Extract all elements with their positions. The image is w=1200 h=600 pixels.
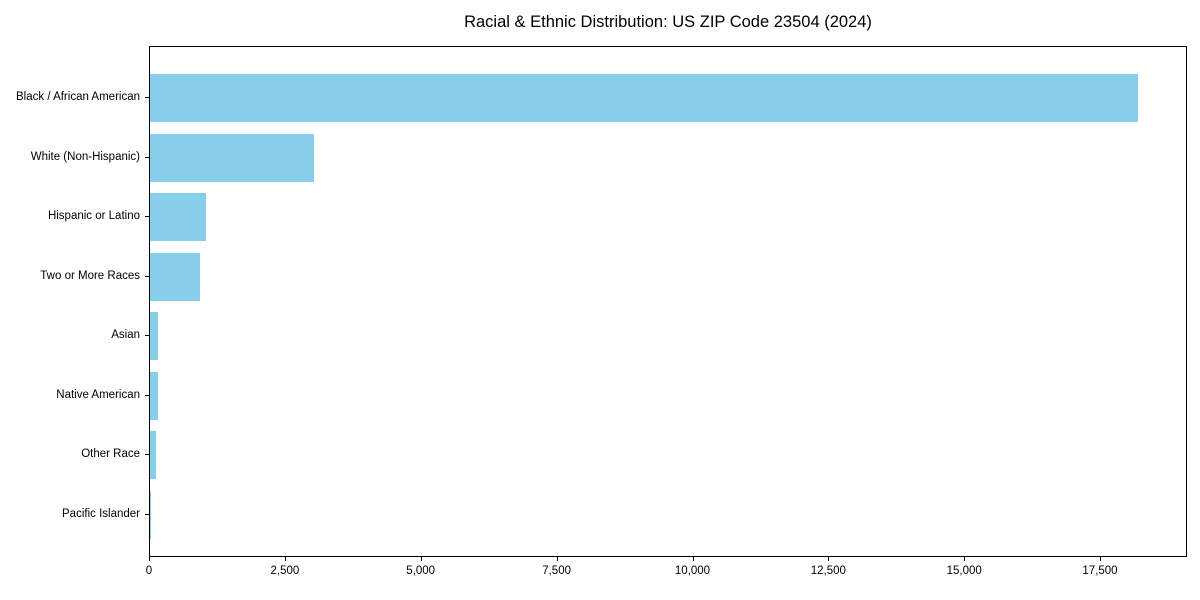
x-tick-mark (692, 557, 694, 561)
x-tick-label: 2,500 (270, 565, 300, 577)
x-tick-label: 15,000 (946, 565, 982, 577)
x-tick-mark (1100, 557, 1101, 561)
y-axis-label-black-african-american: Black / African American (16, 91, 140, 103)
y-tick-mark (145, 335, 149, 337)
bar-hispanic-or-latino (150, 193, 206, 242)
bar-two-or-more-races (150, 252, 200, 301)
y-axis-label-other-race: Other Race (81, 448, 140, 461)
x-tick-mark (149, 557, 150, 561)
x-tick-label: 10,000 (674, 565, 711, 577)
x-tick-mark (964, 557, 966, 561)
x-tick-label: 7,500 (542, 565, 571, 577)
plot-area (149, 46, 1187, 557)
x-tick-mark (420, 557, 422, 561)
y-tick-mark (145, 394, 149, 396)
y-tick-mark (145, 454, 149, 456)
y-axis-label-asian: Asian (111, 329, 140, 342)
x-tick-label: 0 (145, 565, 153, 577)
y-tick-mark (145, 216, 149, 218)
x-tick-mark (556, 557, 558, 561)
y-tick-mark (145, 97, 149, 98)
y-tick-mark (145, 514, 149, 515)
x-tick-label: 17,500 (1082, 565, 1118, 577)
bar-native-american (150, 371, 159, 420)
y-tick-mark (145, 156, 149, 158)
bar-pacific-islander (150, 491, 151, 539)
y-axis-label-white-non-hispanic: White (Non-Hispanic) (30, 150, 140, 163)
y-tick-mark (145, 275, 149, 277)
x-tick-label: 5,000 (406, 565, 436, 577)
bar-white-non-hispanic (150, 133, 315, 182)
bar-asian (150, 312, 158, 361)
bar-other-race (150, 431, 157, 480)
y-axis-label-native-american: Native American (56, 388, 140, 401)
x-tick-label: 12,500 (810, 565, 846, 577)
chart-title: Racial & Ethnic Distribution: US ZIP Cod… (464, 13, 872, 31)
y-axis-label-pacific-islander: Pacific Islander (62, 508, 140, 520)
y-axis-label-hispanic-or-latino: Hispanic or Latino (47, 210, 140, 223)
x-tick-mark (828, 557, 830, 561)
y-axis-label-two-or-more-races: Two or More Races (40, 269, 140, 282)
x-tick-mark (284, 557, 286, 561)
bar-black-african-american (150, 74, 1138, 122)
